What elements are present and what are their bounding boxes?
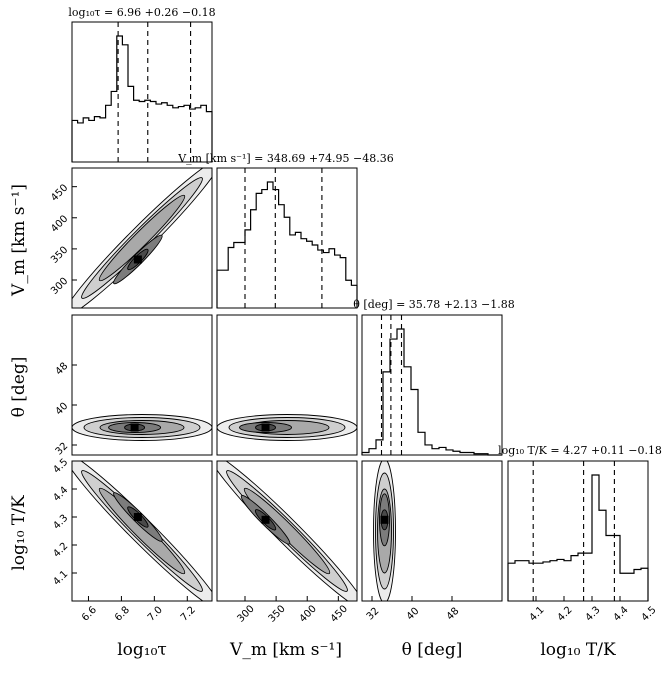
- ytick-label-vm-3: 450: [49, 182, 70, 203]
- density-peak: [261, 515, 270, 524]
- hist-frame-logT: [507, 460, 649, 602]
- title-logtau: log₁₀τ = 6.96 +0.26 −0.18: [68, 6, 215, 19]
- panels-layer: [71, 21, 649, 602]
- joint-frame: [216, 460, 358, 602]
- density-peak: [133, 255, 142, 264]
- hist-line-logtau: [71, 35, 213, 162]
- xtick-label-theta-2: 48: [445, 606, 462, 623]
- density-contour-2: [243, 487, 331, 575]
- xlabel-theta: θ [deg]: [402, 640, 463, 660]
- joint-panel-theta-logT: [361, 460, 503, 602]
- hist-line-logT: [507, 474, 649, 601]
- joint-frame: [361, 460, 503, 602]
- ytick-label-vm-2: 400: [49, 214, 70, 235]
- joint-panel-logtau-logT: [71, 460, 213, 602]
- joint-panel-vm-theta: [216, 314, 358, 456]
- joint-frame: [71, 314, 213, 456]
- ytick-label-theta-2: 48: [54, 361, 71, 378]
- xlabel-logT: log₁₀ T/K: [540, 640, 616, 660]
- ytick-label-logT-2: 4.3: [51, 513, 70, 532]
- density-peak: [133, 513, 142, 521]
- ytick-label-theta-1: 40: [54, 401, 71, 418]
- joint-frame: [216, 314, 358, 456]
- xtick-label-logT-4: 4.5: [640, 605, 659, 624]
- xtick-label-vm-1: 350: [267, 603, 288, 624]
- hist-frame-vm: [216, 167, 358, 309]
- title-logT: log₁₀ T/K = 4.27 +0.11 −0.18: [498, 444, 662, 457]
- xtick-label-logtau-1: 6.8: [113, 605, 132, 624]
- ytick-label-logT-0: 4.1: [51, 569, 70, 588]
- hist-frame-logtau: [71, 21, 213, 163]
- ylabel-vm: V_m [km s⁻¹]: [9, 184, 29, 297]
- ytick-label-vm-1: 350: [49, 245, 70, 266]
- ylabel-theta: θ [deg]: [9, 357, 29, 418]
- joint-panel-vm-logT: [216, 460, 358, 602]
- xtick-label-theta-1: 40: [405, 606, 422, 623]
- ytick-label-theta-0: 32: [54, 441, 71, 458]
- xtick-label-logT-0: 4.1: [528, 605, 547, 624]
- hist-panel-logT: [507, 460, 649, 602]
- density-peak: [380, 515, 389, 524]
- joint-panel-logtau-theta: [71, 314, 213, 456]
- xtick-label-logtau-2: 7.0: [146, 605, 165, 624]
- xtick-label-theta-0: 32: [365, 606, 382, 623]
- xtick-label-vm-3: 450: [329, 603, 350, 624]
- xtick-label-logtau-3: 7.2: [179, 605, 198, 624]
- title-theta: θ [deg] = 35.78 +2.13 −1.88: [353, 298, 514, 311]
- ytick-label-logT-3: 4.4: [51, 485, 70, 504]
- density-peak: [130, 423, 139, 432]
- joint-frame: [71, 167, 213, 309]
- hist-panel-vm: [216, 167, 358, 309]
- xtick-label-logT-1: 4.2: [556, 605, 575, 624]
- xlabel-logtau: log₁₀τ: [117, 640, 167, 660]
- hist-panel-theta: [361, 314, 503, 456]
- xtick-label-vm-0: 300: [235, 603, 256, 624]
- ytick-label-logT-4: 4.5: [51, 457, 70, 476]
- title-vm: V_m [km s⁻¹] = 348.69 +74.95 −48.36: [177, 152, 394, 165]
- density-contour-2: [98, 194, 186, 282]
- hist-panel-logtau: [71, 21, 213, 163]
- hist-line-theta: [361, 328, 502, 456]
- hist-frame-theta: [361, 314, 503, 456]
- joint-frame: [71, 460, 213, 602]
- xlabel-vm: V_m [km s⁻¹]: [229, 640, 342, 660]
- ytick-label-logT-1: 4.2: [51, 541, 70, 560]
- ylabel-logT: log₁₀ T/K: [9, 495, 29, 571]
- density-contour-2: [98, 487, 186, 575]
- xtick-label-logtau-0: 6.6: [80, 605, 99, 624]
- xtick-label-logT-3: 4.4: [612, 605, 631, 624]
- xtick-label-logT-2: 4.3: [584, 605, 603, 624]
- density-peak: [261, 423, 270, 432]
- joint-panel-logtau-vm: [71, 167, 213, 309]
- xtick-label-vm-2: 400: [298, 603, 319, 624]
- ytick-label-vm-0: 300: [49, 276, 70, 297]
